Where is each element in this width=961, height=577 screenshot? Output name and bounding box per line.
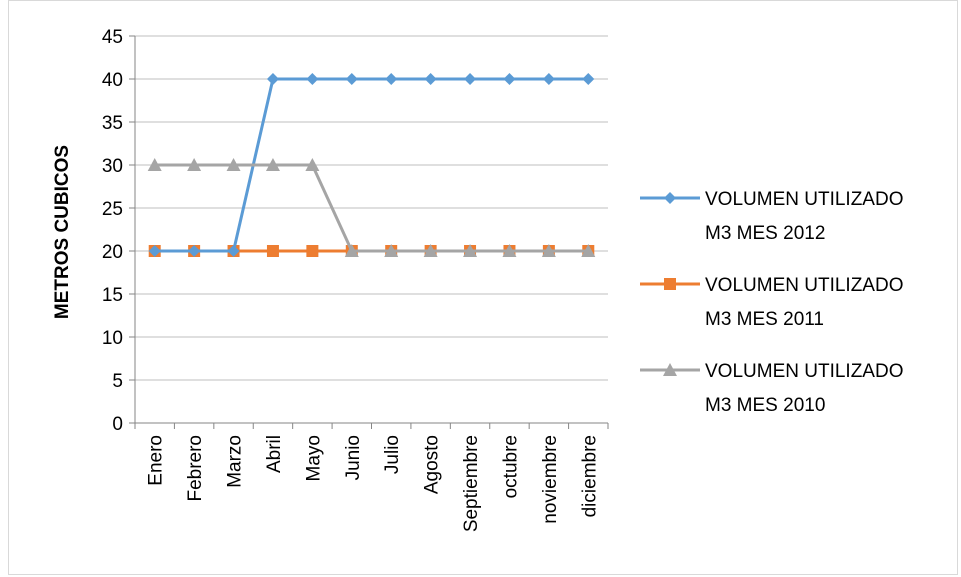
legend-label-2-line-2: M3 MES 2011	[705, 309, 824, 330]
gridlines	[129, 36, 608, 423]
x-tick-label-8: Agosto	[422, 435, 443, 494]
y-tick-label-35: 35	[102, 113, 123, 134]
x-tick-label-9: Septiembre	[461, 435, 482, 532]
y-tick-label-20: 20	[102, 242, 123, 263]
legend-entry-1: VOLUMEN UTILIZADO M3 MES 2012	[640, 189, 903, 244]
series-1-point-7	[385, 73, 397, 85]
axes	[135, 36, 608, 429]
series-2-point-4	[267, 245, 279, 257]
x-tick-label-2: Febrero	[185, 435, 206, 502]
y-tick-label-15: 15	[102, 285, 123, 306]
x-tick-label-5: Mayo	[303, 435, 324, 481]
legend-marker-2	[664, 278, 676, 290]
series-1-point-6	[346, 73, 358, 85]
legend-label-1-line-2: M3 MES 2012	[705, 223, 825, 244]
y-tick-label-45: 45	[102, 27, 123, 48]
y-axis-label: METROS CUBICOS	[52, 145, 73, 319]
y-tick-label-0: 0	[112, 414, 123, 435]
x-tick-label-11: noviembre	[540, 435, 561, 524]
y-tick-labels: 0 5 10 15 20 25 30 35 40 45	[102, 27, 123, 435]
series-1-point-9	[464, 73, 476, 85]
x-tick-label-10: octubre	[500, 435, 521, 498]
legend-marker-1	[664, 192, 676, 204]
y-tick-label-40: 40	[102, 70, 123, 91]
x-tick-label-3: Marzo	[225, 435, 246, 488]
series-1-point-5	[306, 73, 318, 85]
legend-entry-2: VOLUMEN UTILIZADO M3 MES 2011	[640, 275, 903, 330]
x-tick-label-7: Julio	[382, 435, 403, 474]
series-1-point-4	[267, 73, 279, 85]
legend-entry-3: VOLUMEN UTILIZADO M3 MES 2010	[640, 361, 903, 416]
y-tick-label-10: 10	[102, 328, 123, 349]
series-1-point-10	[503, 73, 515, 85]
x-tick-label-1: Enero	[146, 435, 167, 486]
legend-label-3-line-2: M3 MES 2010	[705, 395, 825, 416]
series-1-point-12	[582, 73, 594, 85]
x-tick-label-12: diciembre	[579, 435, 600, 517]
x-tick-labels: Enero Febrero Marzo Abril Mayo Junio Julio Agos…	[146, 435, 601, 532]
x-tick-label-4: Abril	[264, 435, 285, 473]
series-2-point-5	[306, 245, 318, 257]
series-1-point-8	[425, 73, 437, 85]
series-1-point-11	[543, 73, 555, 85]
legend-label-3-line-1: VOLUMEN UTILIZADO	[705, 361, 903, 382]
legend-label-2-line-1: VOLUMEN UTILIZADO	[705, 275, 903, 296]
y-tick-label-25: 25	[102, 199, 123, 220]
y-tick-label-5: 5	[112, 371, 123, 392]
x-tick-label-6: Junio	[343, 435, 364, 480]
y-tick-label-30: 30	[102, 156, 123, 177]
legend-label-1-line-1: VOLUMEN UTILIZADO	[705, 189, 903, 210]
